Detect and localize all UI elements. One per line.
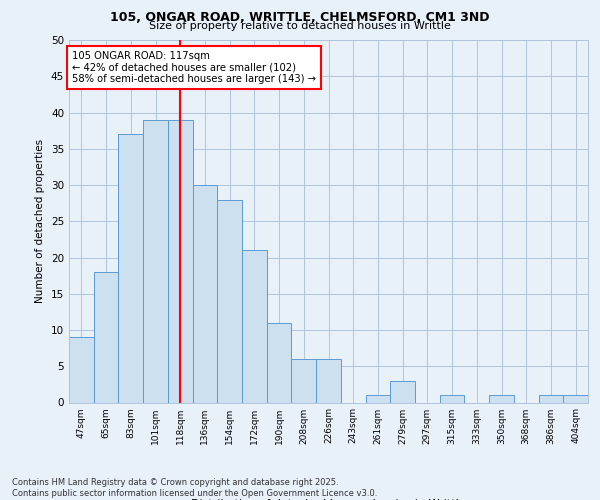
Bar <box>267 323 292 402</box>
Bar <box>69 337 94 402</box>
Bar <box>489 395 514 402</box>
Bar <box>94 272 118 402</box>
Bar <box>292 359 316 403</box>
Bar <box>193 185 217 402</box>
Bar <box>242 250 267 402</box>
Bar <box>118 134 143 402</box>
Bar <box>316 359 341 403</box>
Text: Size of property relative to detached houses in Writtle: Size of property relative to detached ho… <box>149 21 451 31</box>
Bar <box>563 395 588 402</box>
Y-axis label: Number of detached properties: Number of detached properties <box>35 139 46 304</box>
Bar <box>440 395 464 402</box>
Bar <box>143 120 168 403</box>
Text: 105 ONGAR ROAD: 117sqm
← 42% of detached houses are smaller (102)
58% of semi-de: 105 ONGAR ROAD: 117sqm ← 42% of detached… <box>71 51 316 84</box>
Bar <box>365 395 390 402</box>
Bar <box>390 381 415 402</box>
Text: 105, ONGAR ROAD, WRITTLE, CHELMSFORD, CM1 3ND: 105, ONGAR ROAD, WRITTLE, CHELMSFORD, CM… <box>110 11 490 24</box>
Text: Contains HM Land Registry data © Crown copyright and database right 2025.
Contai: Contains HM Land Registry data © Crown c… <box>12 478 377 498</box>
Bar <box>539 395 563 402</box>
Bar <box>168 120 193 403</box>
Bar <box>217 200 242 402</box>
